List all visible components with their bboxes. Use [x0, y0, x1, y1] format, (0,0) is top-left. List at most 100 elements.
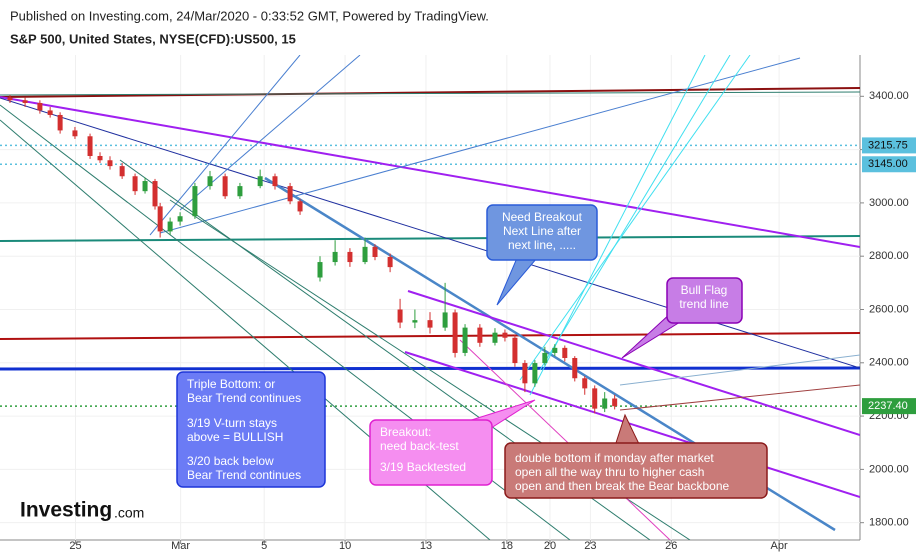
x-tick-label: Mar: [171, 540, 190, 552]
candle-body: [582, 378, 588, 389]
candle-body: [317, 262, 323, 278]
candle-body: [542, 352, 548, 364]
trendline: [619, 384, 860, 411]
candle-body: [192, 186, 198, 217]
annotation-text: trend line: [679, 297, 729, 311]
candle-body: [57, 114, 63, 131]
candle-body: [572, 357, 578, 379]
x-tick-label: 26: [665, 540, 677, 552]
price-label-box: [862, 156, 916, 173]
annotation-text: 3/19 Backtested: [380, 460, 466, 474]
candle-body: [412, 320, 418, 323]
candle-body: [347, 251, 353, 263]
candle-body: [72, 130, 78, 137]
annotation-text: open all the way thru to higher cash: [515, 465, 704, 479]
trendline: [0, 332, 860, 340]
candle-body: [107, 160, 113, 167]
logo-suffix: .com: [114, 505, 144, 521]
annotation-text: need back-test: [380, 439, 459, 453]
candle-body: [552, 347, 558, 353]
trendline: [459, 339, 671, 540]
y-tick-label: 2600.00: [869, 303, 909, 315]
candle-body: [37, 102, 43, 111]
candle-body: [562, 347, 568, 358]
trendline: [0, 91, 860, 96]
trendline: [539, 55, 731, 371]
y-tick-label: 3000.00: [869, 197, 909, 209]
y-tick-label: 2000.00: [869, 463, 909, 475]
x-tick-label: 13: [420, 540, 432, 552]
axis-labels: 1800.002000.002200.002400.002600.002800.…: [69, 90, 916, 552]
candle-body: [592, 388, 598, 409]
candle-body: [532, 363, 538, 384]
candle-body: [132, 176, 138, 192]
logo: Investing: [20, 499, 112, 522]
candle-body: [207, 176, 213, 187]
y-tick-label: 2800.00: [869, 250, 909, 262]
candles: [7, 94, 618, 414]
annotation-box: [666, 277, 743, 324]
trendline: [407, 290, 860, 436]
annotation-text: Bear Trend continues: [187, 468, 301, 482]
y-tick-label: 3400.00: [869, 90, 909, 102]
trendline: [619, 354, 860, 386]
x-tick-label: 25: [69, 540, 81, 552]
candle-body: [22, 100, 28, 103]
candle-body: [462, 327, 468, 353]
annotation-text: double bottom if monday after market: [515, 451, 714, 465]
x-tick-label: 20: [544, 540, 556, 552]
annotation-text: above = BULLISH: [187, 430, 283, 444]
candle-body: [362, 246, 368, 263]
candle-body: [452, 312, 458, 353]
candle-body: [427, 320, 433, 328]
candle-body: [477, 327, 483, 343]
candle-body: [167, 221, 173, 232]
annotation-text: Bull Flag: [681, 283, 728, 297]
candle-body: [257, 176, 263, 187]
x-tick-label: Apr: [771, 540, 788, 552]
trendline: [404, 351, 860, 498]
candle-body: [177, 216, 183, 222]
candle-body: [397, 309, 403, 323]
price-label: 3215.75: [868, 139, 908, 151]
candle-body: [332, 251, 338, 263]
candle-body: [492, 332, 498, 343]
x-tick-label: 10: [339, 540, 351, 552]
annotation-text: Bear Trend continues: [187, 391, 301, 405]
trendline: [529, 55, 706, 396]
chart-title: Published on Investing.com, 24/Mar/2020 …: [10, 8, 489, 23]
trendline: [0, 96, 860, 248]
annotation-box: [486, 204, 598, 261]
y-tick-label: 1800.00: [869, 517, 909, 529]
annotation-text: 3/19 V-turn stays: [187, 416, 277, 430]
annotation-text: 3/20 back below: [187, 454, 274, 468]
candle-body: [119, 166, 125, 177]
x-tick-label: 23: [584, 540, 596, 552]
price-label: 3145.00: [868, 158, 908, 170]
annotation-text: Next Line after: [503, 224, 581, 238]
candle-body: [502, 332, 508, 338]
x-tick-label: 18: [501, 540, 513, 552]
candle-body: [157, 206, 163, 232]
annotation-text: Breakout:: [380, 425, 431, 439]
candle-body: [287, 186, 293, 202]
annotation-text: open and then break the Bear backbone: [515, 479, 729, 493]
candle-body: [222, 176, 228, 197]
trendline: [0, 366, 860, 371]
candle-body: [237, 186, 243, 197]
annotation-box: [504, 442, 768, 499]
price-label: 2237.40: [868, 400, 908, 412]
annotation-text: next line, .....: [508, 238, 576, 252]
price-label-box: [862, 137, 916, 154]
trendline: [0, 87, 860, 98]
candle-body: [602, 398, 608, 409]
chart-subtitle: S&P 500, United States, NYSE(CFD):US500,…: [10, 31, 296, 46]
candle-body: [272, 176, 278, 187]
candle-body: [87, 136, 93, 156]
candle-body: [7, 97, 13, 101]
candle-body: [442, 312, 448, 328]
trendline: [149, 55, 301, 236]
candle-body: [142, 181, 148, 192]
